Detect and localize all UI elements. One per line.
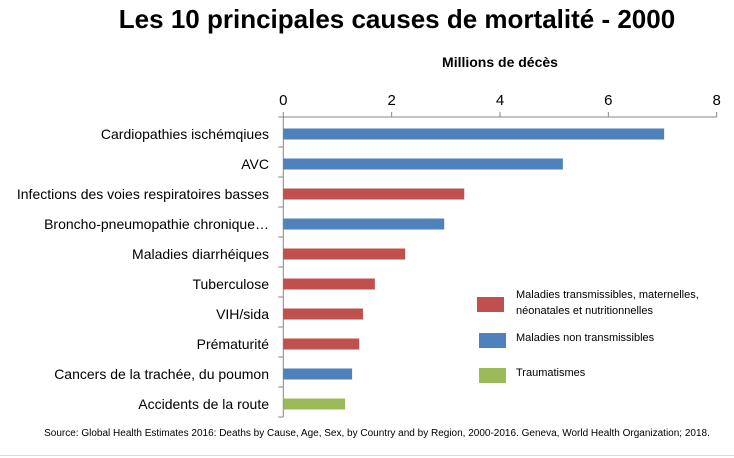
category-label: AVC [241,156,269,172]
category-label: Infections des voies respiratoires basse… [17,186,269,202]
bar [283,368,353,380]
legend-swatch [479,333,506,348]
x-tick-label: 0 [279,92,287,109]
bar [283,188,465,200]
bar [283,248,406,260]
source-note: Source: Global Health Estimates 2016: De… [44,428,710,439]
legend-label: Maladies non transmissibles [516,332,655,344]
chart-title: Les 10 principales causes de mortalité -… [118,4,676,34]
bar [283,308,363,320]
x-tick-label: 2 [387,92,395,109]
legend-swatch [479,368,506,383]
bar [283,338,360,350]
x-tick-label: 8 [713,92,721,109]
legend-label: Maladies transmissibles, maternelles, [516,289,699,301]
bar [283,278,375,290]
legend-label: Traumatismes [516,367,586,379]
category-label: Maladies diarrhéiques [132,246,269,262]
bar [283,128,665,140]
bar [283,218,445,230]
category-label: VIH/sida [216,306,269,322]
legend-swatch [477,297,504,312]
category-label: Broncho-pneumopathie chronique… [44,216,269,232]
category-label: Tuberculose [192,276,269,292]
category-label: Cardiopathies ischémqiues [101,126,269,142]
bar [283,158,563,170]
x-axis-label: Millions de décès [442,54,558,70]
x-tick-label: 4 [496,92,504,109]
category-label: Accidents de la route [138,396,269,412]
bar [283,398,346,410]
category-label: Prématurité [197,336,270,352]
category-label: Cancers de la trachée, du poumon [54,366,269,382]
divider [0,455,734,456]
x-tick-label: 6 [604,92,612,109]
legend-label: néonatales et nutritionnelles [516,305,653,317]
